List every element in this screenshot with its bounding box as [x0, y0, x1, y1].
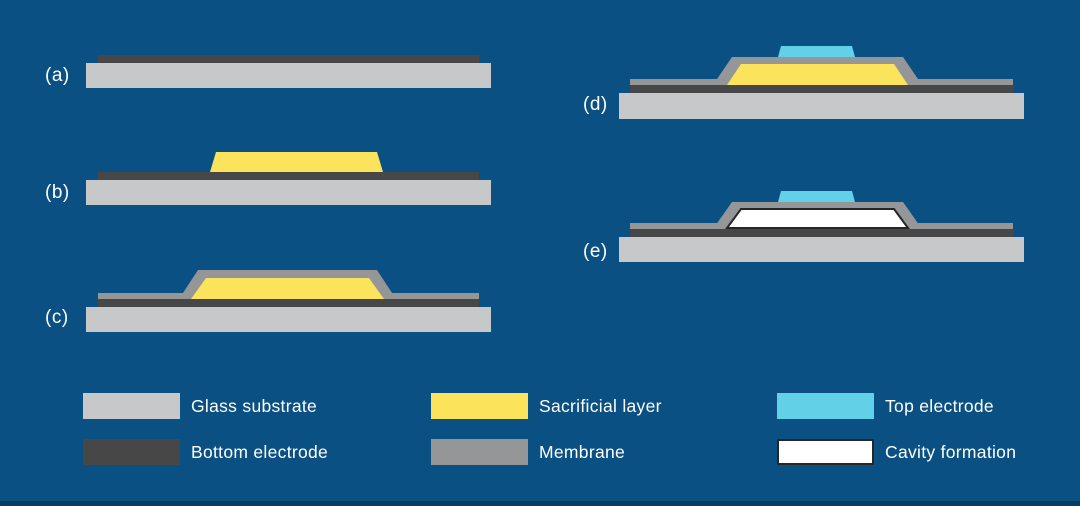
cavity-shape: [725, 208, 910, 229]
step-b-diagram: [86, 152, 491, 205]
legend-label: Sacrificial layer: [539, 395, 662, 416]
glass-substrate-swatch: [83, 393, 180, 419]
bottom-electrode-shape: [98, 172, 479, 180]
legend-label: Glass substrate: [191, 395, 318, 416]
bottom-electrode-shape: [630, 229, 1013, 237]
step-a-label: (a): [45, 65, 70, 86]
top-electrode-shape: [778, 191, 855, 202]
glass-substrate-shape: [619, 93, 1024, 119]
legend-label: Cavity formation: [885, 441, 1017, 462]
legend-label: Bottom electrode: [191, 441, 329, 462]
legend-item-membrane: Membrane: [431, 439, 625, 465]
legend-item-cavity-formation: Cavity formation: [777, 439, 1016, 465]
bottom-electrode-shape: [98, 55, 479, 63]
sacrificial-layer-swatch: [431, 393, 528, 419]
sacrificial-layer-shape: [727, 64, 908, 85]
step-e-diagram: [619, 191, 1024, 262]
membrane-swatch: [431, 439, 528, 465]
top-electrode-shape: [778, 46, 855, 57]
step-c-diagram: [86, 270, 491, 332]
step-d-diagram: [619, 46, 1024, 119]
bottom-electrode-shape: [630, 85, 1013, 93]
step-e-label: (e): [583, 241, 608, 262]
legend-item-bottom-electrode: Bottom electrode: [83, 439, 328, 465]
cavity-formation-swatch: [777, 439, 874, 465]
top-electrode-swatch: [777, 393, 874, 419]
glass-substrate-shape: [619, 237, 1024, 262]
glass-substrate-shape: [86, 307, 491, 332]
step-b-label: (b): [45, 182, 70, 203]
step-c-label: (c): [45, 307, 69, 328]
legend-item-top-electrode: Top electrode: [777, 393, 994, 419]
bottom-electrode-swatch: [83, 439, 180, 465]
glass-substrate-shape: [86, 180, 491, 205]
bottom-electrode-shape: [98, 299, 479, 307]
legend-item-glass-substrate: Glass substrate: [83, 393, 317, 419]
glass-substrate-shape: [86, 63, 491, 88]
step-a-diagram: [86, 55, 491, 88]
legend-label: Membrane: [539, 441, 626, 462]
sacrificial-layer-shape: [191, 278, 384, 299]
legend-label: Top electrode: [885, 395, 994, 416]
bottom-edge-shadow: [0, 501, 1080, 506]
legend-item-sacrificial-layer: Sacrificial layer: [431, 393, 662, 419]
sacrificial-layer-shape: [210, 152, 383, 172]
step-d-label: (d): [583, 94, 608, 115]
